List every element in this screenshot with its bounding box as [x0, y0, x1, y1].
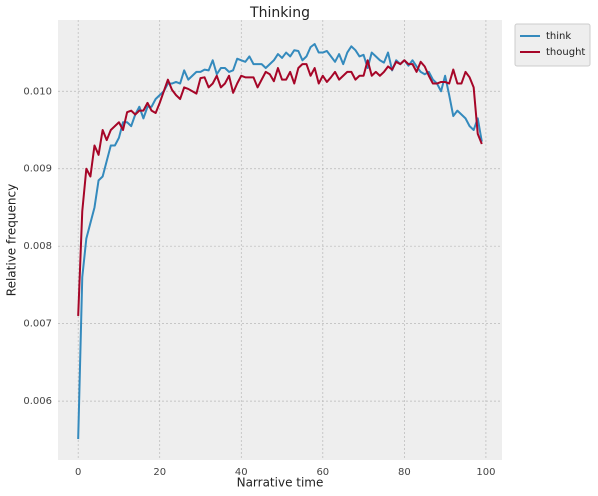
x-tick-label: 100 [476, 467, 495, 478]
legend-label: think [546, 31, 571, 42]
legend-label: thought [546, 47, 585, 58]
y-tick-label: 0.008 [23, 241, 52, 252]
x-tick-label: 80 [398, 467, 411, 478]
line-series [77, 43, 483, 440]
x-tick-label: 0 [75, 467, 81, 478]
x-tick-label: 20 [153, 467, 166, 478]
chart-title: Thinking [249, 5, 310, 21]
plot-area [58, 20, 502, 460]
y-tick-label: 0.010 [23, 86, 52, 97]
y-axis-label: Relative frequency [5, 184, 19, 296]
y-tick-label: 0.009 [23, 164, 52, 175]
y-tick-label: 0.006 [23, 396, 52, 407]
y-tick-label: 0.007 [23, 319, 52, 330]
legend-box [514, 23, 591, 67]
x-tick-label: 40 [235, 467, 248, 478]
x-tick-label: 60 [316, 467, 329, 478]
line-series [77, 59, 483, 316]
x-axis-label: Narrative time [237, 476, 324, 490]
